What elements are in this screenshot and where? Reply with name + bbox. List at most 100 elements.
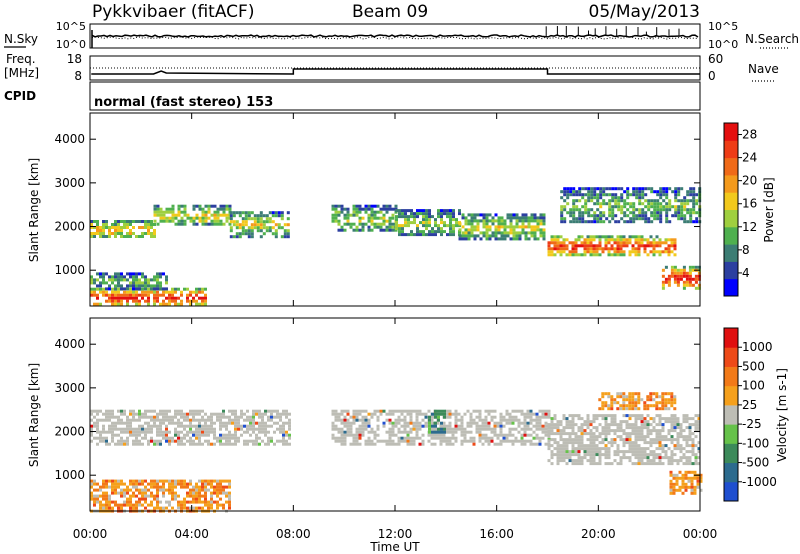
heatmap-cell (658, 435, 662, 439)
heatmap-cell (274, 235, 278, 239)
heatmap-cell (361, 216, 365, 220)
heatmap-cell (256, 217, 260, 221)
heatmap-cell (270, 439, 273, 443)
heatmap-cell (201, 409, 204, 413)
heatmap-cell (676, 417, 680, 421)
heatmap-cell (189, 494, 192, 498)
heatmap-cell (183, 418, 186, 422)
heatmap-cell (117, 275, 120, 279)
heatmap-cell (394, 409, 398, 413)
heatmap-cell (144, 427, 147, 431)
heatmap-cell (141, 482, 144, 486)
heatmap-cell (376, 439, 380, 443)
heatmap-cell (90, 290, 93, 294)
heatmap-cell (123, 503, 126, 507)
heatmap-cell (601, 453, 605, 457)
heatmap-cell (391, 421, 395, 425)
heatmap-cell (138, 439, 141, 443)
heatmap-cell (361, 430, 365, 434)
heatmap-cell (449, 227, 452, 231)
heatmap-cell (580, 462, 584, 466)
heatmap-cell (664, 456, 668, 460)
heatmap-cell (649, 241, 653, 245)
heatmap-cell (168, 439, 171, 443)
heatmap-cell (655, 241, 659, 245)
heatmap-cell (487, 442, 491, 446)
heatmap-cell (437, 418, 440, 422)
heatmap-cell (502, 439, 506, 443)
heatmap-cell (665, 211, 669, 215)
heatmap-cell (180, 500, 183, 504)
heatmap-cell (331, 213, 335, 217)
heatmap-cell (566, 187, 570, 191)
heatmap-cell (168, 290, 171, 294)
heatmap-cell (689, 208, 693, 212)
heatmap-cell (258, 430, 261, 434)
heatmap-cell (508, 418, 512, 422)
heatmap-cell (114, 235, 117, 238)
heatmap-cell (231, 418, 234, 422)
heatmap-cell (250, 217, 254, 221)
heatmap-cell (641, 187, 645, 191)
heatmap-cell (505, 412, 509, 416)
heatmap-cell (361, 415, 365, 419)
heatmap-cell (536, 228, 540, 232)
heatmap-cell (258, 415, 261, 419)
heatmap-cell (355, 442, 359, 446)
heatmap-cell (502, 424, 506, 428)
heatmap-cell (156, 412, 159, 416)
heatmap-cell (174, 494, 177, 498)
heatmap-cell (473, 234, 477, 238)
colorbar-tick-label: -25 (742, 417, 762, 431)
heatmap-cell (533, 213, 537, 217)
heatmap-cell (574, 253, 578, 257)
heatmap-cell (159, 284, 162, 288)
heatmap-cell (213, 433, 216, 437)
heatmap-cell (697, 274, 701, 278)
heatmap-cell (632, 220, 636, 224)
heatmap-cell (379, 409, 383, 413)
heatmap-cell (262, 226, 266, 230)
heatmap-cell (204, 485, 207, 489)
heatmap-cell (587, 214, 591, 218)
heatmap-cell (397, 430, 401, 434)
heatmap-cell (147, 223, 150, 226)
heatmap-cell (156, 287, 159, 291)
heatmap-cell (159, 500, 162, 504)
heatmap-cell (608, 199, 612, 203)
heatmap-cell (604, 450, 608, 454)
heatmap-cell (261, 439, 264, 443)
heatmap-cell (637, 432, 641, 436)
heatmap-cell (656, 190, 660, 194)
heatmap-cell (481, 433, 485, 437)
colorbar-swatch (724, 443, 738, 464)
heatmap-cell (114, 278, 117, 282)
heatmap-cell (565, 453, 569, 457)
heatmap-cell (443, 409, 446, 413)
heatmap-cell (186, 494, 189, 498)
heatmap-cell (652, 420, 656, 424)
heatmap-cell (445, 436, 449, 440)
heatmap-cell (553, 417, 557, 421)
heatmap-cell (255, 421, 258, 425)
heatmap-cell (577, 462, 581, 466)
heatmap-cell (556, 423, 560, 427)
heatmap-cell (117, 223, 120, 226)
heatmap-cell (693, 470, 697, 474)
heatmap-cell (111, 415, 114, 419)
heatmap-cell (502, 433, 506, 437)
heatmap-cell (174, 412, 177, 416)
heatmap-cell (331, 427, 335, 431)
heatmap-cell (105, 485, 108, 489)
heatmap-cell (667, 253, 671, 257)
heatmap-cell (655, 235, 659, 239)
heatmap-cell (446, 212, 449, 216)
heatmap-cell (610, 414, 614, 418)
heatmap-cell (288, 442, 291, 446)
heatmap-cell (659, 208, 663, 212)
heatmap-cell (123, 275, 126, 279)
heatmap-cell (572, 199, 576, 203)
heatmap-cell (361, 427, 365, 431)
heatmap-cell (598, 456, 602, 460)
heatmap-cell (650, 202, 654, 206)
